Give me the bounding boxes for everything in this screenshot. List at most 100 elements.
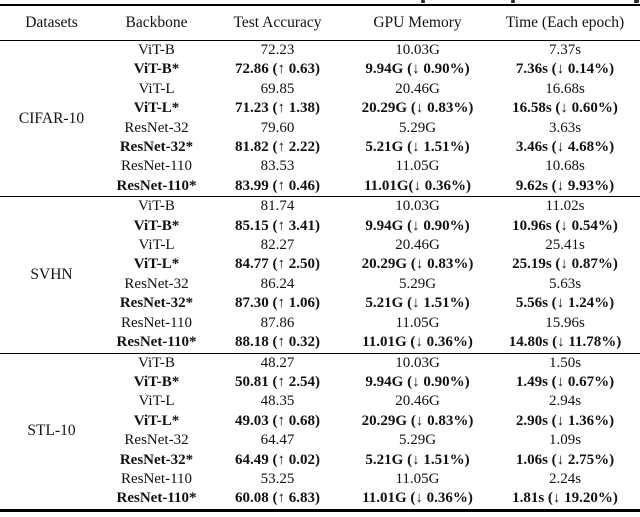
- table-row: ViT-B* 50.81 (↑ 2.54) 9.94G (↓ 0.90%) 1.49s…: [0, 373, 640, 392]
- table-header: Datasets Backbone Test Accuracy GPU Memo…: [0, 5, 640, 41]
- gpu-memory-cell: 10.03G: [395, 354, 440, 371]
- gpu-memory-cell: 10.03G: [395, 42, 440, 58]
- dataset-section: SVHN ViT-B 81.74 10.03G 11.02s ViT-B* 85.15 (↑…: [0, 196, 640, 353]
- table-row: ViT-B* 72.86 (↑ 0.63) 9.94G (↓ 0.90%) 7.36s…: [0, 60, 640, 79]
- test-accuracy-cell: 83.53: [260, 158, 295, 175]
- backbone-cell: ResNet-32: [124, 432, 189, 449]
- test-accuracy-cell: 69.85: [260, 80, 295, 97]
- dataset-label: CIFAR-10: [18, 109, 85, 127]
- time-cell: 15.96s: [545, 314, 585, 331]
- backbone-cell: ViT-B: [138, 42, 175, 58]
- column-header-gpu-memory: GPU Memory: [345, 5, 490, 41]
- gpu-memory-cell: 5.29G: [398, 432, 437, 449]
- cropped-caption-fragment: [634, 0, 639, 3]
- gpu-memory-cell: 11.05G: [395, 470, 440, 487]
- dataset-label: STL-10: [27, 422, 76, 440]
- table-row: ViT-L* 84.77 (↑ 2.50) 20.29G (↓ 0.83%) 25.1…: [0, 255, 640, 274]
- backbone-cell: ViT-L*: [133, 256, 180, 273]
- time-cell: 14.80s (↓ 11.78%): [508, 334, 622, 351]
- backbone-cell: ViT-L: [138, 393, 175, 410]
- gpu-memory-cell: 5.21G (↓ 1.51%): [365, 139, 470, 156]
- test-accuracy-cell: 88.18 (↑ 0.32): [235, 334, 320, 351]
- time-cell: 9.62s (↓ 9.93%): [515, 177, 615, 194]
- backbone-cell: ViT-L*: [133, 100, 180, 117]
- time-cell: 1.49s (↓ 0.67%): [515, 373, 615, 390]
- gpu-memory-cell: 20.46G: [395, 237, 440, 254]
- time-cell: 7.36s (↓ 0.14%): [515, 61, 615, 78]
- table-row: ResNet-110 53.25 11.05G 2.24s: [0, 470, 640, 489]
- table-row: ViT-B* 85.15 (↑ 3.41) 9.94G (↓ 0.90%) 10.96…: [0, 217, 640, 236]
- test-accuracy-cell: 86.24: [260, 275, 295, 292]
- time-cell: 5.63s: [548, 275, 582, 292]
- gpu-memory-cell: 11.01G(↓ 0.36%): [363, 177, 472, 194]
- test-accuracy-cell: 87.86: [260, 314, 295, 331]
- backbone-cell: ResNet-32*: [119, 139, 194, 156]
- test-accuracy-cell: 87.30 (↑ 1.06): [235, 295, 320, 312]
- backbone-cell: ResNet-110*: [116, 334, 197, 351]
- table-row: ViT-L 82.27 20.46G 25.41s: [0, 236, 640, 255]
- gpu-memory-cell: 9.94G (↓ 0.90%): [365, 217, 470, 234]
- test-accuracy-cell: 83.99 (↑ 0.46): [235, 177, 320, 194]
- table-row: SVHN ViT-B 81.74 10.03G 11.02s: [0, 197, 640, 283]
- time-cell: 10.68s: [545, 158, 585, 175]
- table-row: ViT-L* 49.03 (↑ 0.68) 20.29G (↓ 0.83%) 2.90…: [0, 412, 640, 431]
- backbone-cell: ResNet-32*: [119, 295, 194, 312]
- time-cell: 2.24s: [548, 470, 582, 487]
- time-cell: 11.02s: [545, 198, 585, 215]
- gpu-memory-cell: 5.21G (↓ 1.51%): [365, 295, 470, 312]
- backbone-cell: ResNet-110: [120, 470, 193, 487]
- table-row: ResNet-110* 83.99 (↑ 0.46) 11.01G(↓ 0.36%)…: [0, 177, 640, 197]
- dataset-label: SVHN: [30, 266, 73, 284]
- table-row: ViT-L* 71.23 (↑ 1.38) 20.29G (↓ 0.83%) 16.5…: [0, 99, 640, 118]
- results-table: Datasets Backbone Test Accuracy GPU Memo…: [0, 4, 640, 512]
- backbone-cell: ResNet-32*: [119, 451, 194, 468]
- dataset-section: STL-10 ViT-B 48.27 10.03G 1.50s ViT-B* 50.81 (…: [0, 353, 640, 510]
- table-row: ResNet-32* 64.49 (↑ 0.02) 5.21G (↓ 1.51%) 1…: [0, 451, 640, 470]
- backbone-cell: ViT-B*: [133, 217, 180, 234]
- cropped-caption-fragment: [421, 0, 425, 3]
- test-accuracy-cell: 50.81 (↑ 2.54): [235, 373, 320, 390]
- gpu-memory-cell: 10.03G: [395, 198, 440, 215]
- test-accuracy-cell: 72.23: [260, 42, 295, 58]
- backbone-cell: ResNet-110*: [116, 177, 197, 194]
- dataset-section: CIFAR-10 ViT-B 72.23 10.03G 7.37s ViT-B* 72.86…: [0, 41, 640, 197]
- test-accuracy-cell: 53.25: [260, 470, 295, 487]
- backbone-cell: ViT-B*: [133, 61, 180, 78]
- table-row: STL-10 ViT-B 48.27 10.03G 1.50s: [0, 353, 640, 440]
- time-cell: 1.50s: [548, 354, 582, 371]
- gpu-memory-cell: 5.29G: [398, 119, 437, 136]
- table-row: ResNet-32* 87.30 (↑ 1.06) 5.21G (↓ 1.51%) 5…: [0, 294, 640, 313]
- backbone-cell: ResNet-110: [120, 314, 193, 331]
- gpu-memory-cell: 11.05G: [395, 314, 440, 331]
- test-accuracy-cell: 64.47: [260, 432, 295, 449]
- test-accuracy-cell: 81.74: [260, 198, 295, 215]
- test-accuracy-cell: 71.23 (↑ 1.38): [235, 100, 320, 117]
- gpu-memory-cell: 20.29G (↓ 0.83%): [361, 412, 474, 429]
- backbone-cell: ResNet-32: [124, 275, 189, 292]
- gpu-memory-cell: 5.21G (↓ 1.51%): [365, 451, 470, 468]
- table-row: ViT-L 48.35 20.46G 2.94s: [0, 392, 640, 411]
- time-cell: 1.09s: [548, 432, 582, 449]
- backbone-cell: ViT-B*: [133, 373, 180, 390]
- test-accuracy-cell: 72.86 (↑ 0.63): [235, 61, 320, 78]
- time-cell: 1.81s (↓ 19.20%): [512, 490, 618, 507]
- test-accuracy-cell: 64.49 (↑ 0.02): [235, 451, 320, 468]
- test-accuracy-cell: 84.77 (↑ 2.50): [235, 256, 320, 273]
- cropped-caption-fragment: [511, 0, 515, 3]
- column-header-test-accuracy: Test Accuracy: [210, 5, 345, 41]
- column-header-datasets: Datasets: [0, 5, 103, 41]
- gpu-memory-cell: 20.29G (↓ 0.83%): [361, 256, 474, 273]
- time-cell: 10.96s (↓ 0.54%): [512, 217, 618, 234]
- test-accuracy-cell: 82.27: [260, 237, 295, 254]
- time-cell: 2.90s (↓ 1.36%): [515, 412, 615, 429]
- backbone-cell: ResNet-110: [120, 158, 193, 175]
- table-row: ViT-L 69.85 20.46G 16.68s: [0, 80, 640, 99]
- test-accuracy-cell: 60.08 (↑ 6.83): [235, 490, 320, 507]
- time-cell: 16.58s (↓ 0.60%): [512, 100, 618, 117]
- header-row: Datasets Backbone Test Accuracy GPU Memo…: [0, 5, 640, 41]
- table-row: ResNet-32 79.60 5.29G 3.63s: [0, 119, 640, 138]
- backbone-cell: ViT-L*: [133, 412, 180, 429]
- backbone-cell: ViT-B: [138, 198, 175, 215]
- table-row: ResNet-110* 60.08 (↑ 6.83) 11.01G (↓ 0.36%…: [0, 489, 640, 510]
- table-row: ResNet-32 86.24 5.29G 5.63s: [0, 275, 640, 294]
